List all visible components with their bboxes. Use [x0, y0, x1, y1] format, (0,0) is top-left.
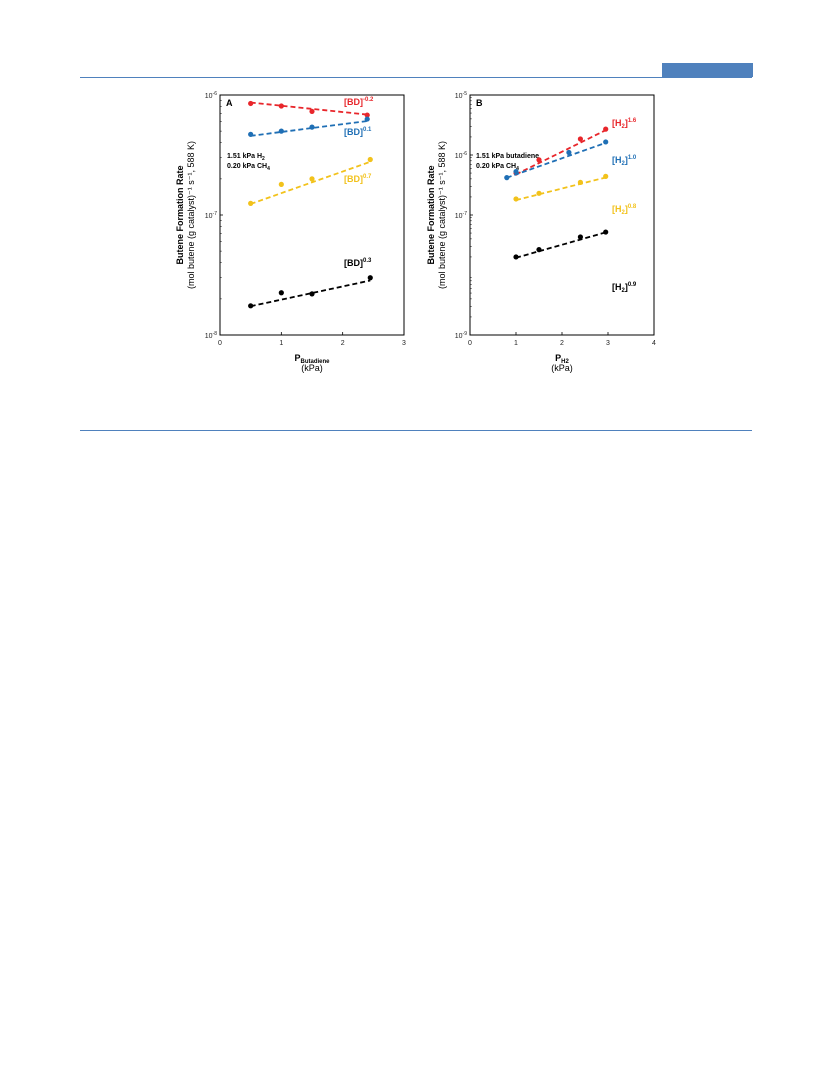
data-point	[309, 108, 315, 115]
data-point	[278, 181, 284, 187]
y-axis-label-units: (mol butene (g catalyst)⁻¹ s⁻¹, 588 K)	[437, 141, 447, 289]
data-point	[513, 254, 519, 260]
data-point	[364, 112, 370, 118]
series-label: [H2]0.8	[612, 204, 637, 216]
x-axis-unit: (kPa)	[551, 363, 573, 373]
series-2: [BD]0.7	[248, 156, 373, 206]
x-tick-label: 1	[514, 340, 518, 347]
fit-line	[515, 176, 606, 201]
fit-line	[506, 141, 606, 179]
chart-panel-b: 0 1 2 3 4 10-9 10-7 10-6 10-5 B 1.51 kPa butadiene…	[426, 91, 656, 373]
fit-line	[250, 279, 371, 308]
y-axis-label: Butene Formation Rate	[175, 165, 185, 264]
data-point	[536, 157, 542, 163]
y-tick-label: 10-9	[455, 331, 467, 340]
data-point	[367, 156, 373, 163]
panel-label: A	[226, 98, 233, 108]
fit-line	[515, 129, 607, 176]
series-1: [H2]1.0	[504, 139, 637, 181]
series-0: [BD]-0.2	[248, 97, 374, 118]
data-point	[309, 291, 315, 297]
fit-line	[250, 160, 371, 205]
series-label: [BD]0.1	[344, 127, 372, 137]
series-label: [BD]-0.2	[344, 97, 374, 107]
series-label: [H2]1.6	[612, 118, 637, 130]
y-tick-label: 10-6	[205, 91, 217, 100]
plot-frame	[219, 94, 405, 336]
data-point	[278, 128, 284, 134]
data-point	[577, 234, 584, 240]
y-tick-label: 10-7	[455, 211, 467, 220]
data-point	[603, 229, 609, 235]
series-1: [BD]0.1	[248, 116, 372, 137]
x-tick-label: 2	[560, 340, 564, 347]
data-point	[504, 175, 510, 181]
data-point	[577, 179, 584, 185]
y-tick-label: 10-6	[455, 151, 467, 160]
data-point	[603, 139, 609, 145]
footer-rule	[80, 430, 752, 431]
x-tick-label: 0	[468, 340, 472, 347]
data-point	[367, 275, 373, 281]
fit-line	[250, 101, 368, 116]
header-tab	[662, 63, 753, 77]
panel-label: B	[476, 98, 483, 108]
x-axis-unit: (kPa)	[301, 363, 323, 373]
data-point	[248, 131, 254, 137]
x-tick-label: 3	[402, 340, 406, 347]
data-point	[566, 149, 572, 156]
series-2: [H2]0.8	[513, 173, 637, 216]
condition-text: 1.51 kPa H2	[227, 153, 265, 162]
series-3: [BD]0.3	[248, 258, 373, 309]
data-point	[513, 196, 519, 202]
data-point	[513, 168, 519, 175]
data-point	[577, 136, 584, 142]
data-point	[603, 126, 609, 132]
data-point	[364, 116, 370, 122]
condition-text: 0.20 kPa CH4	[227, 163, 270, 172]
y-tick-label: 10-7	[205, 211, 217, 220]
data-point	[248, 200, 254, 206]
data-point	[248, 100, 254, 107]
chart-panel-a: 0 1 2 3 10-8 10-7 10-6 A 1.51 kPa H20.20 kPa CH4…	[175, 91, 406, 373]
series-label: [H2]1.0	[612, 155, 637, 167]
header-rule	[80, 77, 752, 78]
series-3: [H2]0.9	[513, 229, 637, 294]
x-axis-label: PButadiene	[294, 353, 330, 365]
x-tick-label: 3	[606, 340, 610, 347]
fit-line	[515, 231, 606, 259]
fit-line	[250, 120, 368, 137]
condition-text: 0.20 kPa CH4	[476, 163, 519, 172]
data-point	[603, 173, 609, 179]
x-tick-label: 2	[341, 340, 345, 347]
condition-text: 1.51 kPa butadiene	[476, 153, 539, 160]
x-tick-label: 4	[652, 340, 656, 347]
data-point	[278, 103, 284, 109]
data-point	[248, 303, 254, 309]
data-point	[536, 247, 542, 253]
x-axis-label: PH2	[555, 353, 569, 365]
data-point	[309, 176, 315, 182]
y-axis-label-units: (mol butene (g catalyst)⁻¹ s⁻¹, 588 K)	[186, 141, 196, 289]
y-tick-label: 10-5	[455, 91, 467, 100]
y-tick-label: 10-8	[205, 331, 217, 340]
series-label: [BD]0.3	[344, 258, 372, 268]
series-0: [H2]1.6	[513, 118, 637, 176]
y-axis-label: Butene Formation Rate	[426, 165, 436, 264]
series-label: [H2]0.9	[612, 282, 637, 294]
plot-frame	[469, 94, 655, 336]
data-point	[278, 290, 284, 296]
data-point	[309, 124, 315, 130]
x-tick-label: 0	[218, 340, 222, 347]
x-tick-label: 1	[279, 340, 283, 347]
series-label: [BD]0.7	[344, 174, 372, 184]
data-point	[536, 190, 542, 196]
